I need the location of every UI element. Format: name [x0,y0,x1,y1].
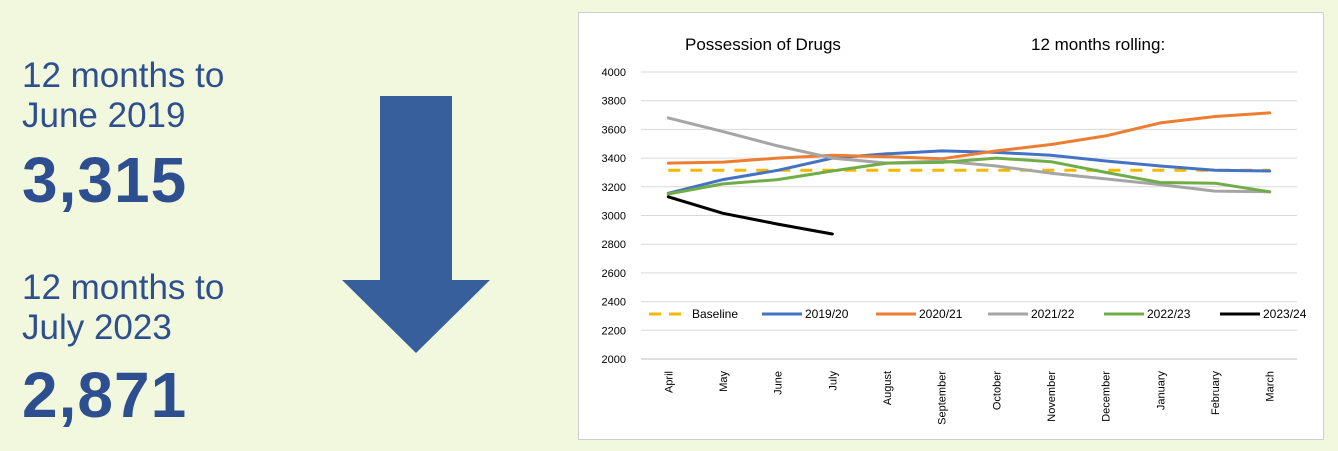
y-tick-label: 2600 [602,268,626,280]
legend-label: 2019/20 [805,307,849,321]
legend-label: Baseline [692,307,738,321]
y-tick-label: 4000 [602,67,626,79]
chart-container: Possession of Drugs 12 months rolling: 200… [578,12,1324,440]
stat-value-1: 3,315 [22,144,188,216]
x-tick-label: July [827,371,839,391]
y-tick-label: 3600 [602,124,626,136]
y-tick-label: 2800 [602,239,626,251]
y-tick-label: 3400 [602,153,626,165]
legend-label: 2020/21 [919,307,963,321]
series-line [666,111,1272,165]
series-line [666,156,1272,196]
x-tick-label: April [663,371,675,393]
line-chart: Possession of Drugs 12 months rolling: 200… [602,35,1307,425]
y-tick-label: 2400 [602,297,626,309]
period-label-2: 12 months to July 2023 [22,268,224,348]
x-tick-label: December [1101,371,1113,422]
legend-label: 2023/24 [1263,307,1307,321]
series-line [666,116,1272,194]
legend-label: 2022/23 [1147,307,1191,321]
x-tick-label: November [1046,371,1058,422]
x-tick-label: March [1265,371,1277,402]
x-tick-label: June [773,371,785,395]
x-tick-label: October [991,371,1003,410]
y-tick-label: 3800 [602,96,626,108]
stat-value-2: 2,871 [22,359,188,431]
period-line: June 2019 [22,96,186,135]
y-tick-label: 3200 [602,182,626,194]
period-line: July 2023 [22,308,172,347]
period-label-1: 12 months to June 2019 [22,56,224,136]
period-line: 12 months to [22,268,225,307]
x-tick-label: May [718,371,730,392]
y-tick-label: 3000 [602,211,626,223]
down-arrow-icon [342,96,490,353]
x-tick-label: September [937,371,949,425]
x-tick-label: August [882,371,894,405]
chart-title: Possession of Drugs [685,35,841,54]
period-line: 12 months to [22,56,225,95]
chart-subtitle: 12 months rolling: [1031,35,1165,54]
series-line [666,195,834,236]
y-tick-label: 2200 [602,325,626,337]
y-tick-label: 2000 [602,354,626,366]
x-tick-label: January [1155,371,1167,411]
series-line [666,149,1272,195]
legend-label: 2021/22 [1031,307,1075,321]
x-tick-label: February [1210,371,1222,416]
